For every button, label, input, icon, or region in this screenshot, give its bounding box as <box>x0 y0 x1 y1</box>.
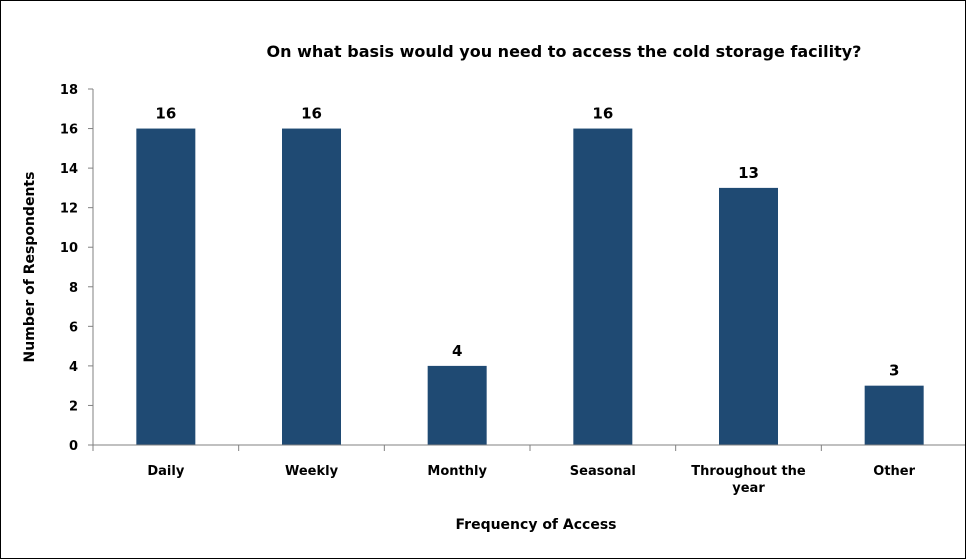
data-label: 16 <box>155 105 176 123</box>
data-label: 16 <box>592 105 613 123</box>
x-tick-label: Throughout the year <box>691 464 806 496</box>
x-tick-label: Daily <box>147 464 184 479</box>
data-label: 4 <box>452 342 462 360</box>
plot-area: 16 16 4 16 13 3 0 2 4 6 8 10 12 14 16 18 Daily Weekly Mont… <box>60 83 965 496</box>
bar <box>136 128 196 446</box>
y-tick-label: 16 <box>60 123 78 138</box>
y-tick-label: 2 <box>69 399 78 414</box>
y-tick-label: 4 <box>69 360 78 375</box>
y-tick-label: 14 <box>60 162 78 177</box>
bar <box>282 128 341 446</box>
bar <box>427 365 487 445</box>
x-axis-label: Frequency of Access <box>456 517 617 533</box>
y-tick-label: 8 <box>69 281 78 296</box>
bar <box>864 385 924 445</box>
bar <box>719 187 778 445</box>
x-tick-label: Seasonal <box>570 464 636 479</box>
bar <box>573 128 633 446</box>
y-tick-label: 18 <box>60 83 78 98</box>
y-axis-label: Number of Respondents <box>22 172 38 363</box>
y-tick-label: 10 <box>60 241 78 256</box>
chart-title: On what basis would you need to access t… <box>267 42 862 61</box>
y-tick-label: 6 <box>69 320 78 335</box>
y-tick-label: 12 <box>60 202 78 217</box>
data-label: 13 <box>738 164 759 182</box>
data-label: 3 <box>889 362 899 380</box>
y-tick-label: 0 <box>69 439 78 454</box>
x-tick-label: Other <box>873 464 915 479</box>
data-label: 16 <box>301 105 322 123</box>
x-tick-label: Weekly <box>285 464 339 479</box>
x-tick-label: Monthly <box>427 464 487 479</box>
